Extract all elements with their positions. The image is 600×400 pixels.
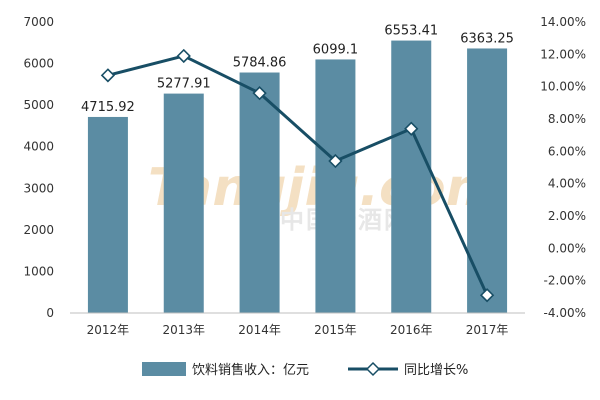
bar-data-label: 6363.25 (460, 31, 514, 46)
bar-data-label: 6099.1 (313, 42, 359, 57)
bar (87, 116, 128, 313)
right-tick-label: -4.00% (544, 306, 586, 320)
legend: 饮料销售收入：亿元 同比增长% (142, 361, 468, 378)
line-point (176, 48, 191, 64)
bar-data-label: 5277.91 (157, 77, 211, 92)
right-axis-ticks: -4.00% -2.00% 0.00% 2.00% 4.00% 6.00% 8.00% 10.… (540, 15, 586, 320)
x-tick-label: 2016年 (390, 323, 433, 337)
bar-data-label: 5784.86 (233, 56, 287, 71)
right-tick-label: 8.00% (548, 112, 586, 126)
right-tick-label: 14.00% (540, 15, 586, 29)
left-tick-label: 0 (46, 306, 54, 320)
bar (467, 48, 508, 313)
right-tick-label: 6.00% (548, 144, 586, 158)
left-tick-label: 2000 (23, 223, 54, 237)
right-tick-label: 12.00% (540, 47, 586, 61)
x-tick-label: 2015年 (314, 323, 357, 337)
legend-bar-swatch (142, 362, 186, 376)
bar-data-labels: 4715.92 5277.91 5784.86 6099.1 6553.41 6363.2… (81, 24, 514, 115)
bar-data-label: 6553.41 (384, 24, 438, 39)
right-tick-label: 0.00% (548, 241, 586, 255)
left-tick-label: 5000 (23, 98, 54, 112)
legend-diamond-marker (365, 361, 381, 377)
growth-line (107, 54, 489, 296)
right-tick-label: 4.00% (548, 177, 586, 191)
line-point (100, 68, 116, 83)
line-point (404, 121, 419, 136)
x-axis-ticks: 2012年 2013年 2014年 2015年 2016年 2017年 (87, 323, 509, 337)
x-tick-label: 2012年 (87, 323, 130, 337)
x-tick-label: 2013年 (162, 323, 205, 337)
right-tick-label: 2.00% (548, 209, 586, 223)
bar (391, 40, 432, 314)
left-tick-label: 1000 (23, 264, 54, 278)
x-tick-label: 2017年 (466, 323, 509, 337)
left-tick-label: 6000 (23, 57, 54, 71)
line-series (100, 48, 495, 303)
line-point (479, 288, 495, 303)
bar (239, 72, 280, 313)
bar-data-label: 4715.92 (81, 100, 135, 115)
x-tick-label: 2014年 (238, 323, 281, 337)
legend-line-label: 同比增长% (404, 363, 468, 378)
line-point (328, 153, 343, 169)
legend-bar-label: 饮料销售收入：亿元 (192, 362, 309, 378)
bar (315, 59, 356, 314)
left-tick-label: 3000 (23, 181, 54, 195)
left-tick-label: 4000 (23, 140, 54, 154)
left-axis-ticks: 0 1000 2000 3000 4000 5000 6000 7000 (23, 15, 54, 320)
left-tick-label: 7000 (23, 15, 54, 29)
bar (163, 93, 204, 313)
line-point (252, 86, 267, 101)
right-tick-label: -2.00% (544, 274, 586, 288)
right-tick-label: 10.00% (540, 80, 586, 94)
